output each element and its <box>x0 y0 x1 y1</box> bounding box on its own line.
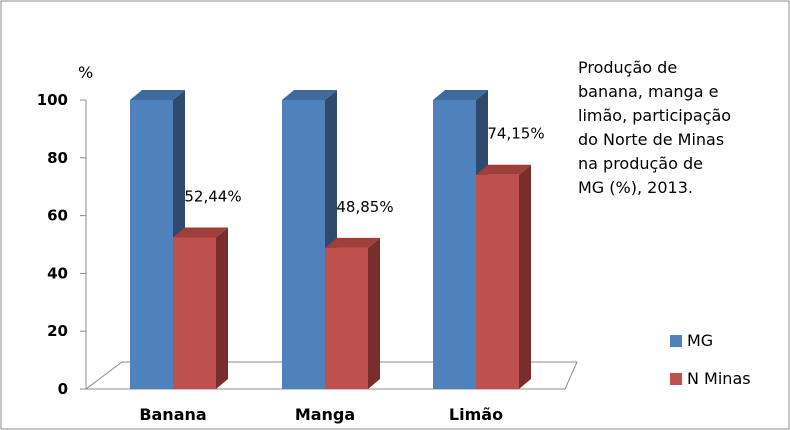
legend-label: N Minas <box>687 369 751 388</box>
bar-mg-top <box>282 90 337 100</box>
plot-area: 0 20 40 60 80 100 Banana 52,44% Manga 48,85% Limão… <box>37 90 751 424</box>
bar-n-minas-side <box>368 237 380 389</box>
legend-swatch <box>670 373 682 385</box>
bar-mg-front <box>130 100 173 389</box>
bar-n-minas-side <box>519 164 531 389</box>
bar-n-minas-top <box>173 227 228 238</box>
y-tick-label: 20 <box>47 322 68 340</box>
data-label: 48,85% <box>336 198 393 216</box>
bar-n-minas-top <box>325 237 380 248</box>
y-tick-label: 40 <box>47 264 68 282</box>
bar-n-minas-side <box>216 227 228 389</box>
x-tick-label: Limão <box>449 405 503 424</box>
bar-mg-front <box>282 100 325 389</box>
y-tick-label: 80 <box>47 149 68 167</box>
bar-n-minas-front <box>173 237 216 389</box>
x-tick-label: Manga <box>295 405 355 424</box>
bar-n-minas-front <box>325 247 368 389</box>
data-label: 52,44% <box>184 187 241 205</box>
bar-mg-top <box>130 90 185 100</box>
x-tick-label: Banana <box>139 405 206 424</box>
legend-swatch <box>670 335 682 347</box>
legend-label: MG <box>687 331 713 350</box>
bar-mg-front <box>433 100 476 389</box>
bar-mg-top <box>433 90 488 100</box>
y-axis-label: % <box>78 63 93 82</box>
bar-n-minas-top <box>476 164 531 175</box>
bar-n-minas-front <box>476 174 519 389</box>
y-tick-label: 0 <box>58 380 68 398</box>
y-tick-label: 60 <box>47 207 68 225</box>
y-tick-label: 100 <box>37 91 68 109</box>
data-label: 74,15% <box>487 125 544 143</box>
chart-title: Produção de banana, manga e limão, parti… <box>578 58 732 197</box>
